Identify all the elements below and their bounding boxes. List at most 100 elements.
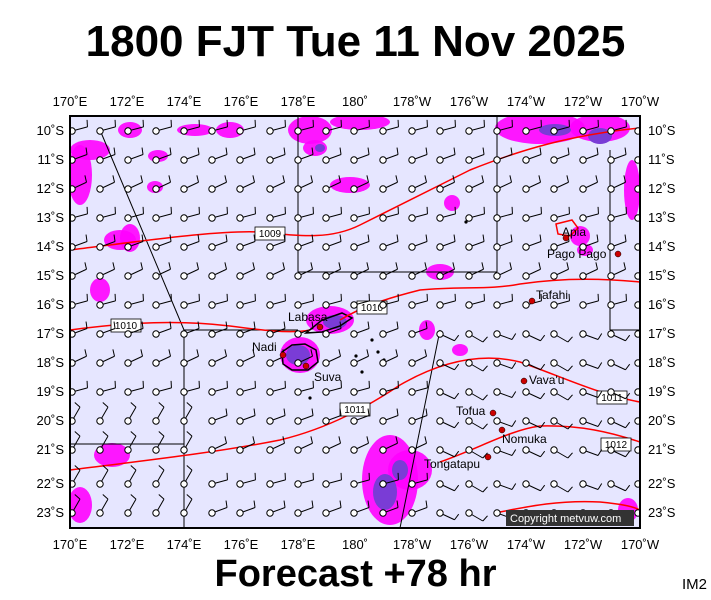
lat-label-right: 12˚S	[648, 181, 676, 196]
wind-barb	[152, 147, 172, 164]
barb-feather	[130, 431, 137, 437]
wind-barb	[236, 408, 256, 425]
barb-station	[350, 330, 358, 338]
wind-barb	[634, 185, 640, 193]
barb-station	[236, 185, 244, 193]
wind-barb	[152, 175, 171, 193]
heavy-rain-area	[373, 474, 397, 510]
wind-barb	[350, 293, 370, 309]
wind-barb	[208, 234, 228, 251]
barb-station	[379, 417, 387, 425]
barb-station	[465, 509, 473, 517]
lon-label-bottom: 170˚E	[53, 537, 88, 552]
barb-station	[522, 127, 530, 135]
map-title: 1800 FJT Tue 11 Nov 2025	[85, 17, 626, 66]
barb-feather	[224, 349, 227, 357]
barb-feather	[197, 321, 200, 329]
wind-barb	[550, 330, 573, 343]
barb-feather	[225, 321, 228, 329]
wind-barb	[96, 431, 109, 454]
barb-feather	[395, 349, 398, 357]
town-dot	[279, 351, 287, 359]
wind-barb	[236, 380, 256, 396]
town-label: Apia	[562, 225, 586, 239]
barb-station	[408, 272, 416, 280]
lon-label-top: 172˚W	[564, 94, 603, 109]
barb-station	[493, 359, 501, 367]
wind-barb	[124, 465, 137, 488]
wind-barb	[70, 175, 87, 193]
barb-station	[180, 480, 188, 488]
isobar-label-text: 1011	[601, 393, 623, 404]
barb-station	[550, 185, 558, 193]
barb-station	[522, 446, 530, 454]
wind-barb	[579, 206, 599, 222]
town-label: Suva	[314, 370, 342, 384]
wind-barb	[322, 321, 342, 338]
barb-station	[550, 417, 558, 425]
barb-feather	[567, 365, 573, 372]
small-island	[376, 350, 380, 354]
isobar-label: 1011	[339, 402, 371, 417]
barb-station	[322, 127, 330, 135]
barb-feather	[339, 234, 342, 242]
barb-feather	[141, 321, 144, 329]
wind-barb	[493, 262, 512, 280]
wind-barb	[465, 388, 488, 401]
barb-station	[550, 214, 558, 222]
barb-feather	[540, 484, 546, 492]
barb-station	[266, 156, 274, 164]
barb-station	[465, 359, 473, 367]
wind-barb	[96, 402, 109, 425]
lat-label-left: 22˚S	[37, 476, 65, 491]
wind-barb	[236, 293, 256, 309]
barb-station	[294, 127, 302, 135]
wind-barb	[408, 234, 428, 251]
barb-station	[236, 127, 244, 135]
barb-station	[350, 446, 358, 454]
wind-barb	[208, 175, 227, 193]
barb-station	[465, 185, 473, 193]
rain-area	[90, 278, 110, 302]
barb-feather	[196, 175, 199, 183]
barb-station	[124, 330, 132, 338]
lat-label-left: 18˚S	[37, 355, 65, 370]
wind-barb	[493, 147, 513, 164]
barb-station	[465, 272, 473, 280]
barb-feather	[424, 175, 427, 183]
wind-barb	[96, 147, 116, 164]
barb-station	[550, 330, 558, 338]
wind-barb	[634, 301, 640, 309]
barb-station	[579, 301, 587, 309]
barb-station	[180, 127, 188, 135]
barb-station	[579, 214, 587, 222]
barb-feather	[113, 321, 116, 329]
wind-barb	[96, 494, 109, 517]
wind-barb	[152, 380, 172, 396]
barb-station	[96, 272, 104, 280]
wind-barb	[408, 408, 428, 425]
wind-barb	[180, 262, 199, 280]
wind-barb	[96, 321, 116, 338]
barb-station	[634, 446, 640, 454]
wind-barb	[436, 293, 456, 309]
wind-barb	[124, 431, 137, 454]
wind-barb	[180, 321, 200, 338]
barb-station	[124, 301, 132, 309]
barb-station	[124, 359, 132, 367]
barb-station	[379, 446, 387, 454]
barb-station	[379, 185, 387, 193]
barb-station	[350, 388, 358, 396]
barb-feather	[482, 486, 488, 493]
barb-feather	[84, 262, 87, 270]
small-island	[308, 396, 312, 400]
town-label: Pago Pago	[547, 247, 607, 261]
rain-area	[388, 450, 432, 490]
barb-station	[236, 301, 244, 309]
wind-barb	[408, 380, 428, 396]
lon-label-bottom: 176˚E	[224, 537, 259, 552]
barb-station	[70, 330, 76, 338]
barb-station	[436, 127, 444, 135]
wind-barb	[70, 206, 88, 222]
barb-station	[493, 214, 501, 222]
